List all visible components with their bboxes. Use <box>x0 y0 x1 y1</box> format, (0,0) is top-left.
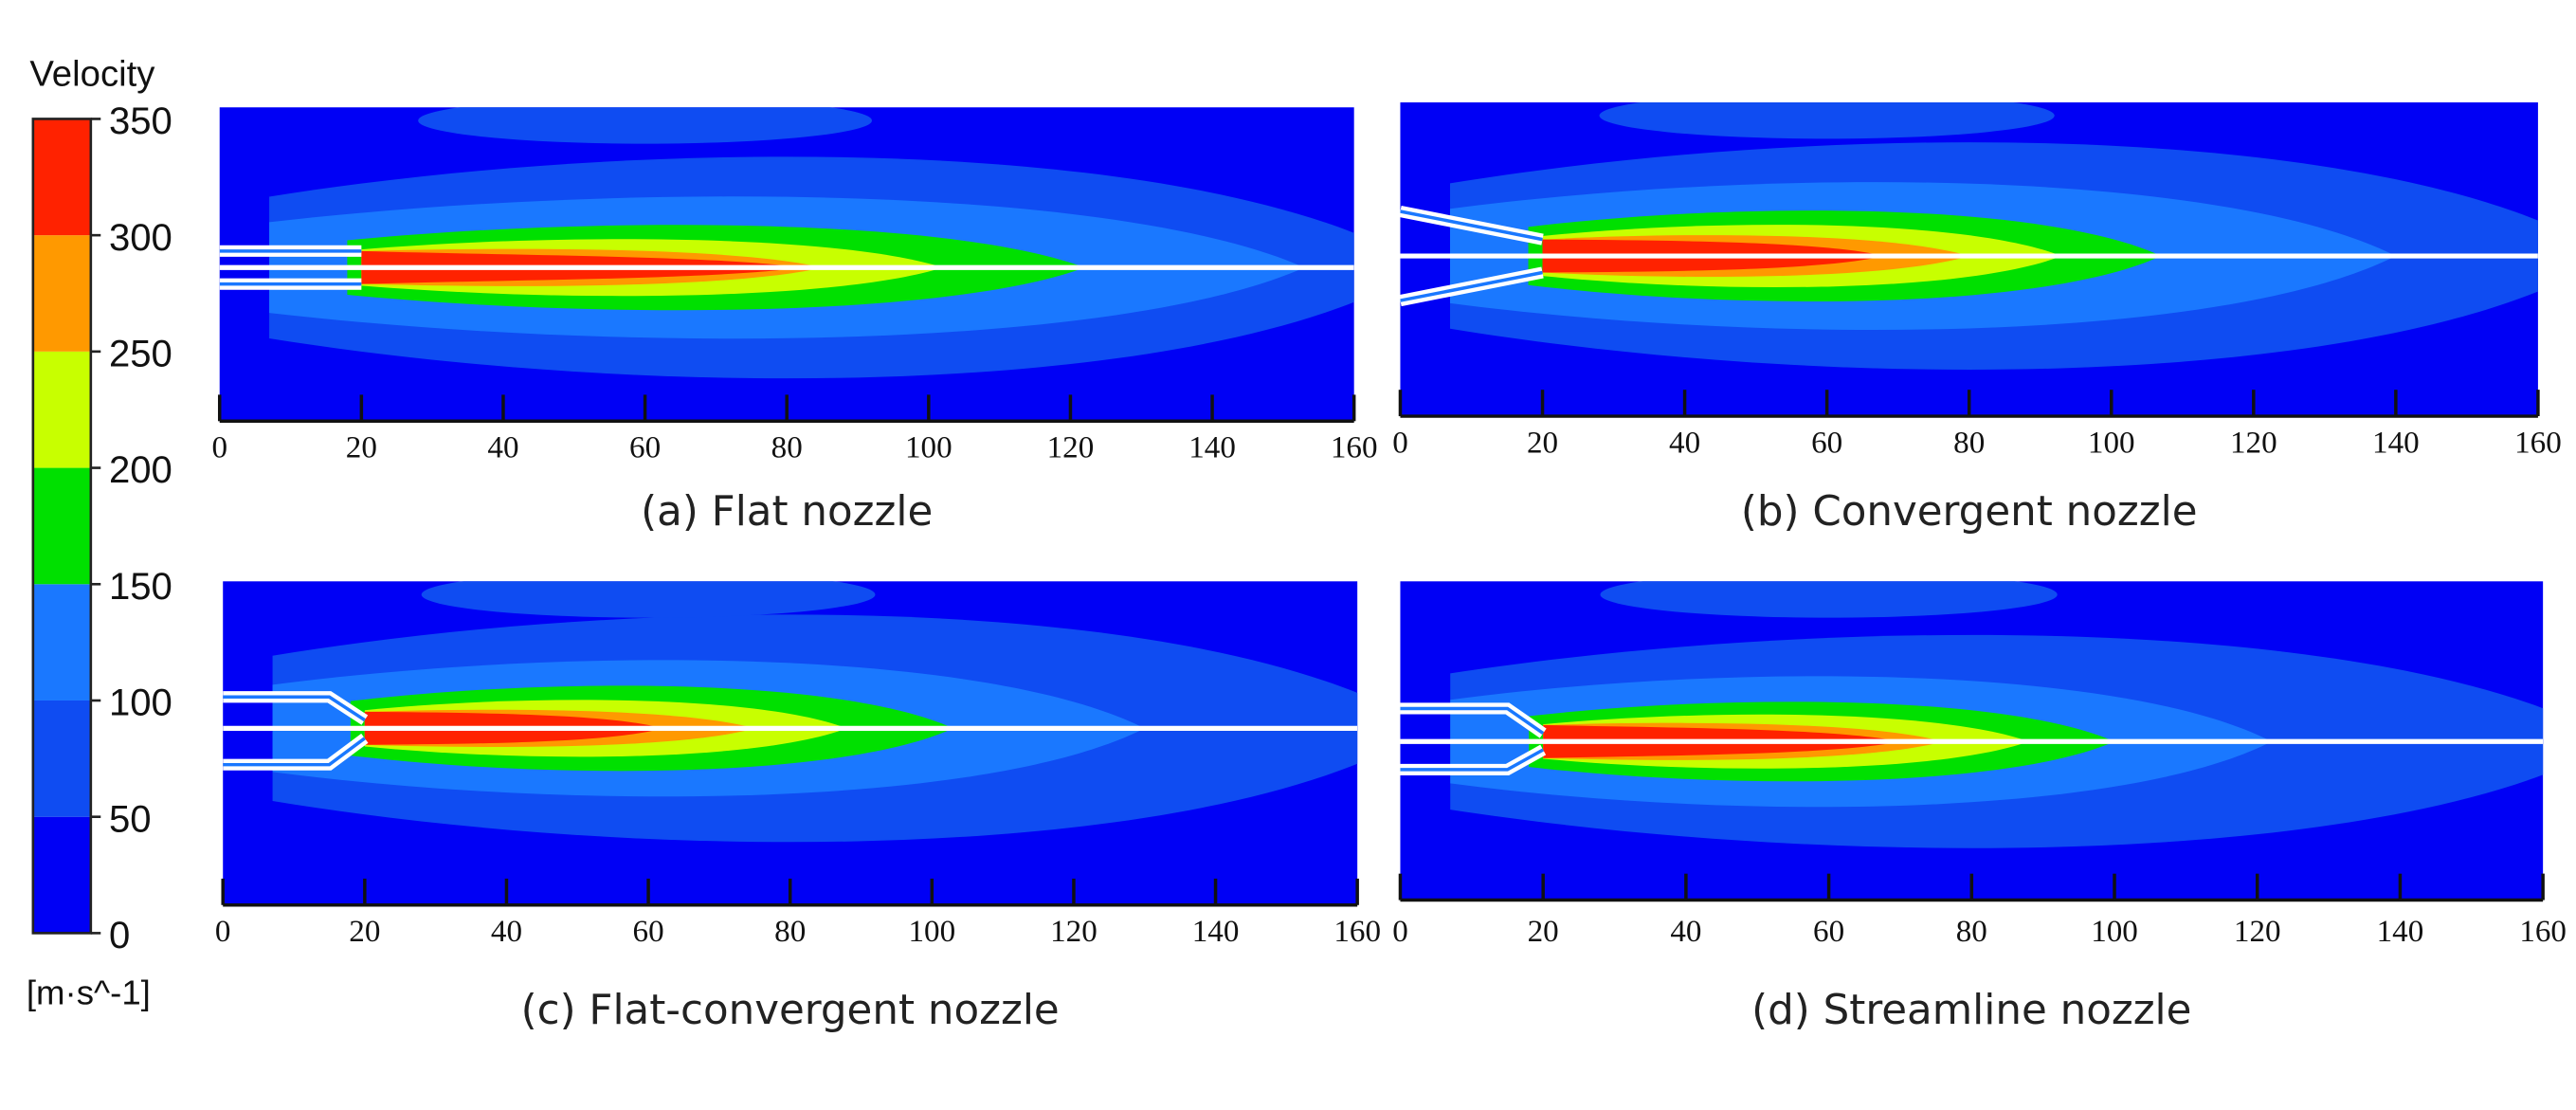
contour-lobe <box>418 107 872 144</box>
x-tick-label: 60 <box>633 915 664 949</box>
x-tick-label: 20 <box>1527 426 1558 460</box>
nozzle-wall-inner <box>223 695 366 722</box>
colorbar-tick-label: 350 <box>109 100 172 142</box>
x-tick-label: 140 <box>1192 915 1240 949</box>
colorbar-tick-label: 100 <box>109 682 172 724</box>
x-tick-label: 120 <box>1050 915 1098 949</box>
x-tick-label: 160 <box>1331 431 1378 465</box>
x-tick-label: 80 <box>774 915 806 949</box>
x-tick-label: 40 <box>487 431 518 465</box>
x-tick-label: 60 <box>629 431 661 465</box>
x-tick-label: 140 <box>2372 426 2420 460</box>
nozzle-wall-inner <box>1400 748 1545 772</box>
colorbar-band <box>32 700 91 817</box>
nozzle-wall-inner <box>1400 209 1543 242</box>
x-tick-label: 0 <box>1392 426 1408 460</box>
x-tick-label: 80 <box>1953 426 1985 460</box>
contour-panel: 0 20 40 60 80 100 120 140 160 (b) Convergent nozz… <box>1392 102 2562 536</box>
x-tick-label: 20 <box>349 915 380 949</box>
colorbar-tick-label: 200 <box>109 449 172 491</box>
x-tick-label: 140 <box>2377 915 2424 949</box>
panel-caption: (a) Flat nozzle <box>641 488 933 536</box>
x-tick-label: 100 <box>908 915 955 949</box>
x-tick-label: 120 <box>2234 915 2281 949</box>
contour-bands <box>1400 102 2538 370</box>
contour-panel: 0 20 40 60 80 100 120 140 160 (c) Flat-convergent… <box>215 581 1381 1034</box>
x-tick-label: 160 <box>2514 426 2562 460</box>
contour-lobe <box>1600 581 2058 618</box>
x-tick-label: 60 <box>1813 915 1844 949</box>
contour-bands <box>219 107 1354 379</box>
x-tick-label: 0 <box>211 431 227 465</box>
colorbar-band <box>32 584 91 701</box>
x-tick-label: 40 <box>1670 915 1701 949</box>
nozzle-wall-inner <box>1400 706 1545 736</box>
panels: 0 20 40 60 80 100 120 140 160 (a) Flat nozzle 0 20 4… <box>211 102 2567 1034</box>
x-tick-label: 80 <box>1956 915 1987 949</box>
x-tick-label: 140 <box>1188 431 1236 465</box>
contour-bands <box>1400 581 2544 848</box>
contour-lobe <box>1599 102 2055 139</box>
x-tick-label: 80 <box>771 431 803 465</box>
panel-caption: (d) Streamline nozzle <box>1751 987 2191 1034</box>
x-tick-label: 40 <box>491 915 522 949</box>
colorbar-tick-label: 50 <box>109 798 152 840</box>
contour-panel: 0 20 40 60 80 100 120 140 160 (a) Flat nozzle <box>211 107 1378 536</box>
x-tick-label: 160 <box>2519 915 2567 949</box>
x-tick-label: 20 <box>1528 915 1559 949</box>
colorbar-band <box>32 816 91 934</box>
x-tick-label: 160 <box>1333 915 1381 949</box>
panel-caption: (b) Convergent nozzle <box>1741 488 2198 536</box>
x-tick-label: 120 <box>2230 426 2277 460</box>
contour-lobe <box>421 581 876 618</box>
nozzle-wall-inner <box>223 737 366 767</box>
colorbar-band <box>32 351 91 468</box>
colorbar-unit: [m·s^-1] <box>27 973 151 1011</box>
x-tick-label: 20 <box>346 431 377 465</box>
panel-caption: (c) Flat-convergent nozzle <box>521 987 1060 1034</box>
colorbar-band <box>32 467 91 585</box>
colorbar: 0 50 100 150 200 250 300 350 <box>31 100 172 956</box>
colorbar-tick-label: 300 <box>109 217 172 259</box>
x-tick-label: 0 <box>1392 915 1408 949</box>
colorbar-title: Velocity <box>29 54 155 95</box>
x-tick-label: 60 <box>1811 426 1842 460</box>
contour-bands <box>223 581 1358 843</box>
colorbar-tick-label: 150 <box>109 566 172 608</box>
colorbar-tick-label: 250 <box>109 334 172 375</box>
colorbar-frame <box>31 118 93 935</box>
contour-panel: 0 20 40 60 80 100 120 140 160 (d) Streamline nozz… <box>1392 581 2567 1034</box>
x-tick-label: 0 <box>215 915 231 949</box>
x-tick-label: 120 <box>1047 431 1095 465</box>
x-tick-label: 40 <box>1669 426 1700 460</box>
x-tick-label: 100 <box>905 431 952 465</box>
x-tick-label: 100 <box>2091 915 2138 949</box>
x-tick-label: 100 <box>2088 426 2135 460</box>
colorbar-tick-label: 0 <box>109 915 130 956</box>
colorbar-band <box>32 118 91 236</box>
nozzle-wall-inner <box>1400 270 1543 302</box>
colorbar-band <box>32 235 91 352</box>
